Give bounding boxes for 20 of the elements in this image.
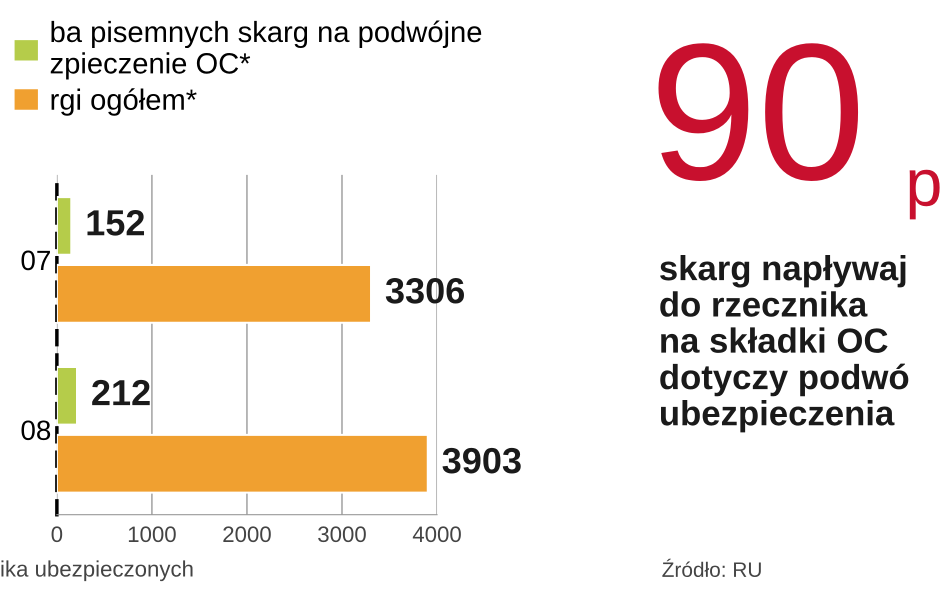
text: Źródło: RU [662,558,761,578]
text: 90 [658,43,858,181]
data-label: 212 [92,380,150,406]
x-tick-label: 3000 [318,526,366,542]
text: ika ubezpieczonych [1,560,193,582]
data-label: 3306 [386,278,464,304]
text: p [910,170,940,220]
data-label: 3903 [442,448,521,474]
x-tick-label: 2000 [223,526,271,542]
y-tick-label: 08 [22,420,50,440]
x-tick-label: 1000 [128,526,176,542]
x-tick-label: 4000 [412,526,461,542]
text: skarg napływaj do rzecznika na składki OC dotyczy podwó ubezpieczenia [660,254,908,432]
legend-label: rgi ogółem* [52,88,197,116]
bar [56,196,72,256]
bar [56,434,429,494]
y-tick-label: 07 [22,250,50,270]
data-label: 152 [87,210,144,236]
bar [56,264,372,324]
x-tick-label: 0 [52,526,62,542]
